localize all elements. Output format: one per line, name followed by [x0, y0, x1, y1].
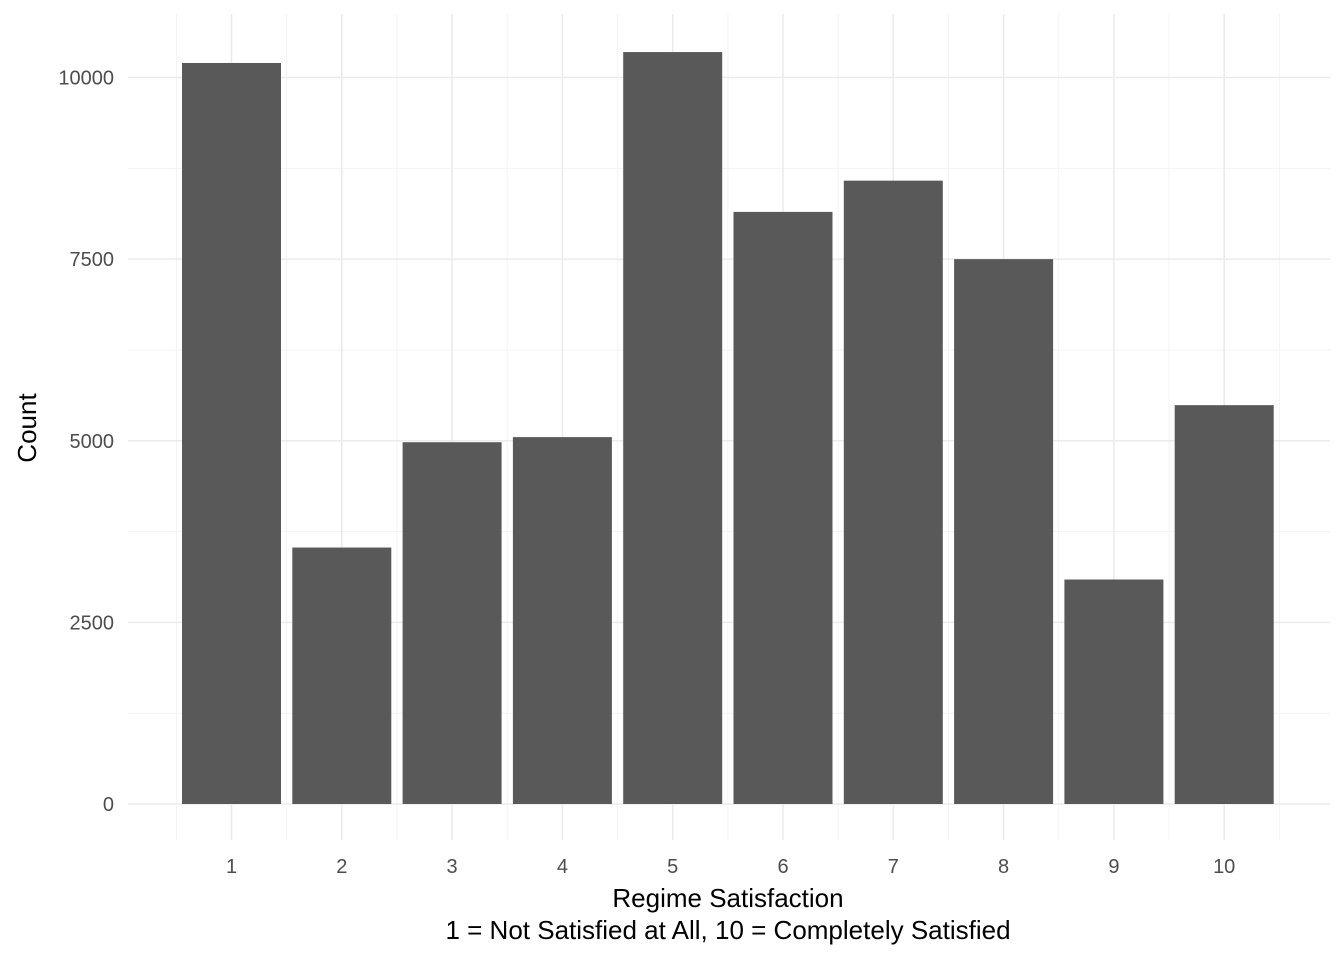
x-tick-label: 5 [667, 856, 678, 878]
x-tick-label: 3 [447, 856, 458, 878]
bars [182, 52, 1274, 805]
y-tick-label: 7500 [70, 249, 115, 271]
bar-5 [623, 52, 723, 804]
bar-9 [1064, 579, 1164, 804]
bar-1 [182, 62, 281, 805]
bar-3 [402, 442, 502, 804]
x-tick-label: 4 [557, 856, 568, 878]
y-axis-title: Count [12, 393, 42, 463]
y-tick-label: 0 [103, 794, 114, 816]
bar-6 [733, 211, 833, 805]
x-axis-title-line2: 1 = Not Satisfied at All, 10 = Completel… [445, 915, 1010, 945]
x-axis-title-line1: Regime Satisfaction [612, 883, 843, 913]
x-axis-ticks: 1 2 3 4 5 6 7 8 9 10 [226, 856, 1235, 878]
y-tick-label: 2500 [70, 612, 115, 634]
x-tick-label: 10 [1213, 856, 1235, 878]
bar-7 [843, 180, 943, 805]
bar-2 [292, 547, 392, 804]
x-tick-label: 8 [998, 856, 1009, 878]
x-tick-label: 6 [777, 856, 788, 878]
bar-10 [1174, 405, 1274, 804]
x-tick-label: 9 [1108, 856, 1119, 878]
bar-4 [512, 437, 612, 804]
x-tick-label: 1 [226, 856, 237, 878]
bar-8 [954, 259, 1054, 804]
x-tick-label: 2 [336, 856, 347, 878]
y-tick-label: 10000 [58, 68, 114, 90]
x-tick-label: 7 [888, 856, 899, 878]
y-tick-label: 5000 [70, 431, 115, 453]
y-axis-ticks: 0 2500 5000 7500 10000 [58, 68, 114, 817]
